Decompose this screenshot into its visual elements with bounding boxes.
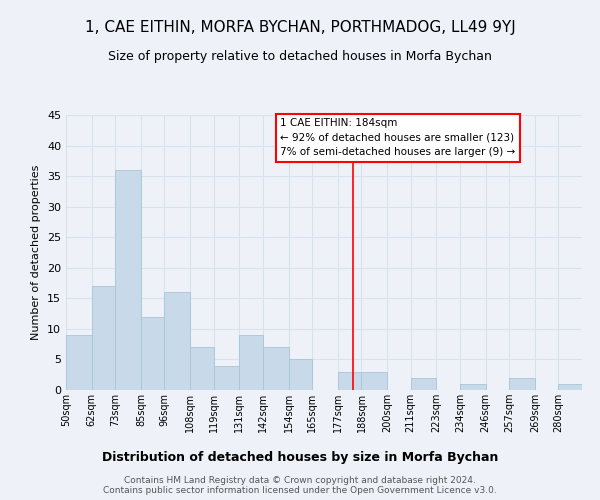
Bar (115, 170, 141, 390)
Bar (289, 360, 312, 390)
Bar (66, 335, 92, 390)
Bar (509, 378, 535, 390)
Text: Size of property relative to detached houses in Morfa Bychan: Size of property relative to detached ho… (108, 50, 492, 63)
Bar (559, 384, 582, 390)
Bar (338, 372, 361, 390)
Text: Distribution of detached houses by size in Morfa Bychan: Distribution of detached houses by size … (102, 451, 498, 464)
Bar (239, 335, 263, 390)
Text: 1, CAE EITHIN, MORFA BYCHAN, PORTHMADOG, LL49 9YJ: 1, CAE EITHIN, MORFA BYCHAN, PORTHMADOG,… (85, 20, 515, 35)
Bar (361, 372, 387, 390)
Bar (411, 378, 436, 390)
Text: Contains HM Land Registry data © Crown copyright and database right 2024.
Contai: Contains HM Land Registry data © Crown c… (103, 476, 497, 495)
Bar (190, 347, 214, 390)
Bar (460, 384, 485, 390)
Y-axis label: Number of detached properties: Number of detached properties (31, 165, 41, 340)
Text: 1 CAE EITHIN: 184sqm
← 92% of detached houses are smaller (123)
7% of semi-detac: 1 CAE EITHIN: 184sqm ← 92% of detached h… (280, 118, 515, 158)
Bar (214, 366, 239, 390)
Bar (263, 347, 289, 390)
Bar (141, 316, 164, 390)
Bar (164, 292, 190, 390)
Bar (92, 286, 115, 390)
